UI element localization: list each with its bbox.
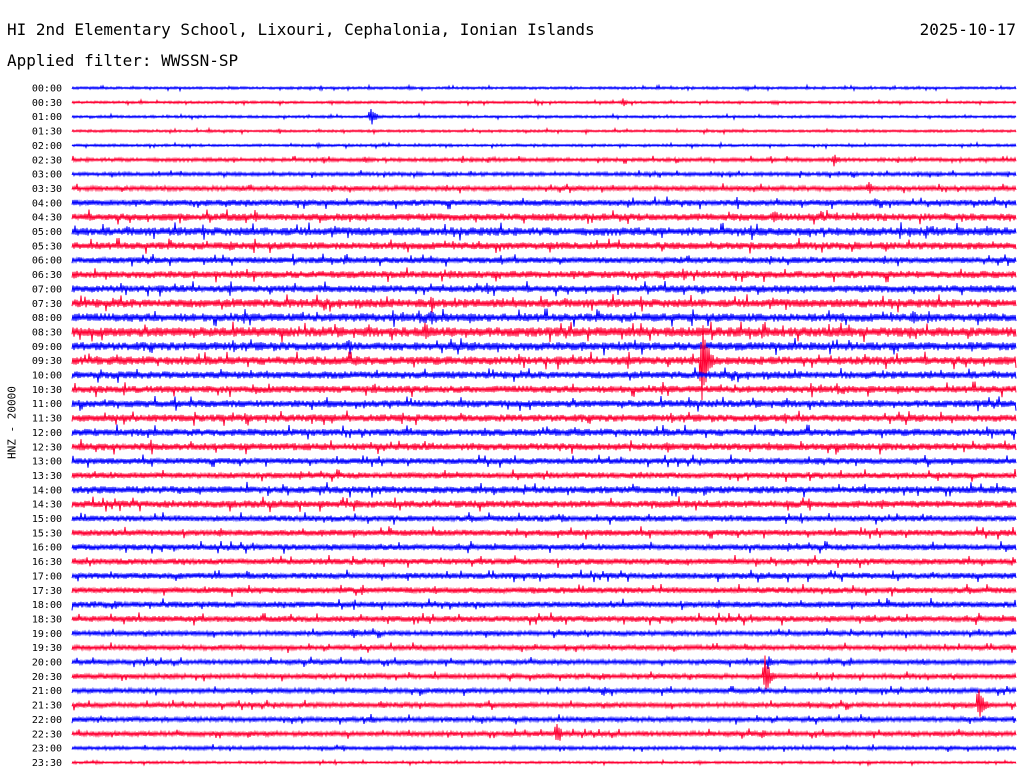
trace-2130: [71, 689, 1017, 717]
trace-1230: [71, 439, 1017, 455]
row-time-label: 09:30: [32, 356, 62, 367]
row-time-label: 05:30: [32, 241, 62, 252]
row-time-label: 04:30: [32, 213, 62, 224]
row-time-label: 03:00: [32, 170, 62, 181]
filter-label: Applied filter: WWSSN-SP: [7, 51, 239, 70]
row-time-label: 15:30: [32, 528, 62, 539]
trace-2100: [71, 685, 1017, 697]
trace-0230: [71, 154, 1017, 167]
row-time-label: 04:00: [32, 198, 62, 209]
row-time-label: 19:00: [32, 629, 62, 640]
row-time-label: 16:00: [32, 543, 62, 554]
row-time-label: 08:00: [32, 313, 62, 324]
trace-1700: [71, 569, 1017, 583]
trace-0600: [71, 253, 1017, 267]
trace-1930: [71, 642, 1017, 653]
row-time-label: 22:30: [32, 729, 62, 740]
row-time-label: 06:30: [32, 270, 62, 281]
row-time-label: 21:00: [32, 686, 62, 697]
row-time-label: 17:00: [32, 571, 62, 582]
trace-1030: [71, 381, 1017, 398]
row-time-label: 06:00: [32, 256, 62, 267]
row-time-label: 21:30: [32, 701, 62, 712]
row-time-label: 15:00: [32, 514, 62, 525]
row-time-label: 01:30: [32, 127, 62, 138]
trace-0330: [71, 182, 1017, 194]
date-label: 2025-10-17: [919, 20, 1016, 39]
row-time-label: 20:30: [32, 672, 62, 683]
row-time-label: 02:30: [32, 155, 62, 166]
row-time-label: 01:00: [32, 112, 62, 123]
row-time-label: 12:00: [32, 428, 62, 439]
row-time-label: 10:00: [32, 371, 62, 382]
trace-2230: [71, 723, 1017, 741]
row-time-label: 14:00: [32, 485, 62, 496]
row-time-label: 16:30: [32, 557, 62, 568]
row-time-label: 08:30: [32, 327, 62, 338]
row-time-label: 03:30: [32, 184, 62, 195]
row-time-label: 00:30: [32, 98, 62, 109]
trace-0730: [71, 294, 1017, 313]
row-time-label: 22:00: [32, 715, 62, 726]
row-time-label: 20:00: [32, 658, 62, 669]
trace-1100: [71, 395, 1017, 412]
row-time-label: 10:30: [32, 385, 62, 396]
trace-2000: [71, 656, 1017, 669]
row-time-label: 12:30: [32, 442, 62, 453]
trace-2030: [71, 655, 1017, 690]
trace-1530: [71, 526, 1017, 540]
row-time-label: 23:00: [32, 744, 62, 755]
station-title: HI 2nd Elementary School, Lixouri, Cepha…: [7, 20, 595, 39]
row-time-label: 13:00: [32, 457, 62, 468]
trace-1400: [71, 481, 1017, 498]
row-time-label: 09:00: [32, 342, 62, 353]
row-time-label: 00:00: [32, 84, 62, 95]
row-time-label: 14:30: [32, 500, 62, 511]
trace-1830: [71, 612, 1017, 626]
row-time-label: 13:30: [32, 471, 62, 482]
row-time-label: 18:00: [32, 600, 62, 611]
row-time-label: 11:30: [32, 414, 62, 425]
row-time-label: 05:00: [32, 227, 62, 238]
row-time-label: 19:30: [32, 643, 62, 654]
row-time-label: 18:30: [32, 614, 62, 625]
row-time-label: 11:00: [32, 399, 62, 410]
row-time-label: 07:30: [32, 299, 62, 310]
row-time-label: 23:30: [32, 758, 62, 769]
row-time-label: 17:30: [32, 586, 62, 597]
trace-1800: [71, 598, 1017, 611]
row-time-label: 07:00: [32, 284, 62, 295]
trace-0930: [71, 325, 1017, 401]
row-time-label: 02:00: [32, 141, 62, 152]
